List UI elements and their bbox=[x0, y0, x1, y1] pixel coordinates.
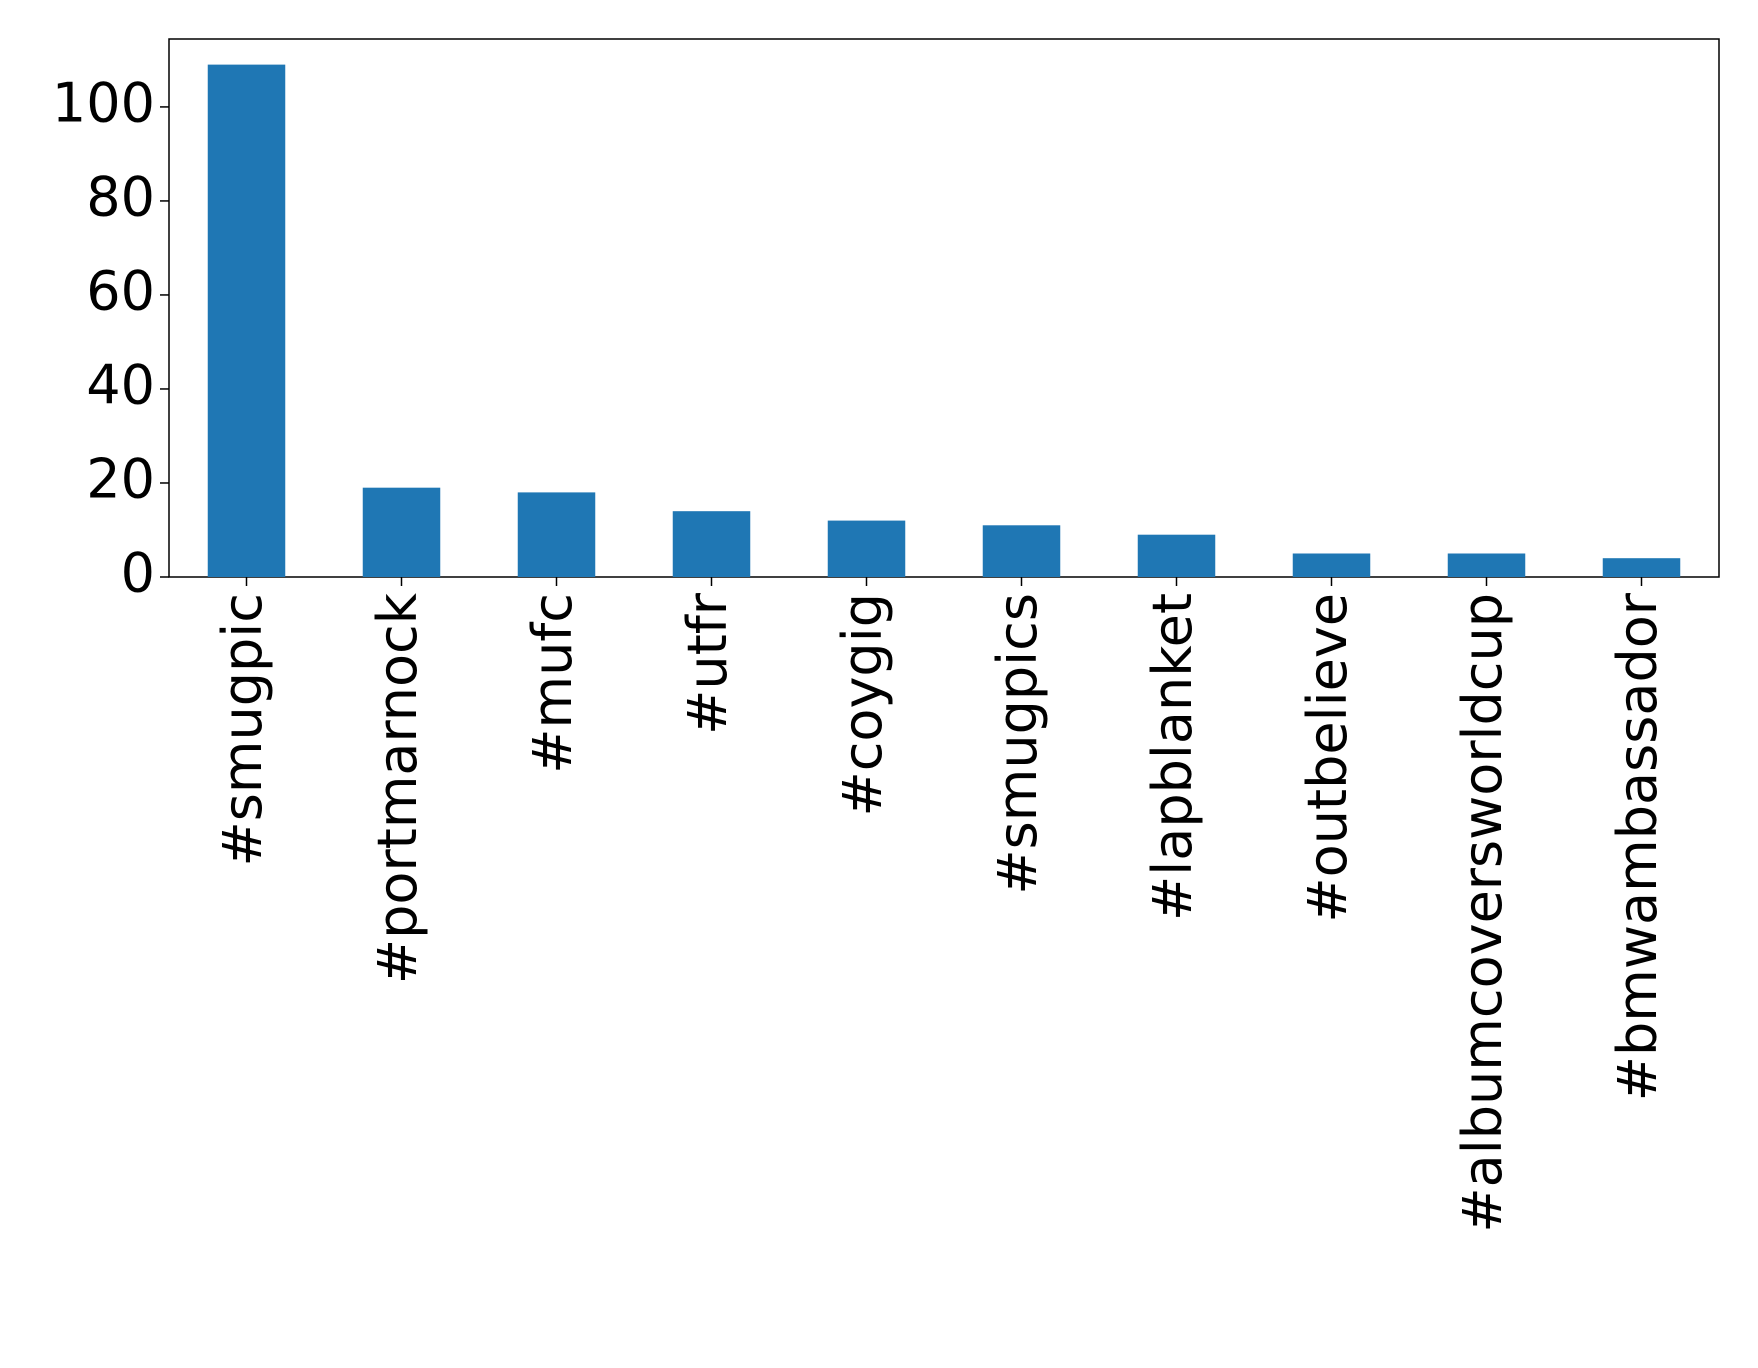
bar bbox=[517, 492, 596, 577]
x-tick-label: #mufc bbox=[521, 593, 584, 774]
x-tick-label: #bmwambassador bbox=[1606, 592, 1669, 1101]
x-tick-label: #smugpics bbox=[986, 593, 1049, 895]
y-tick-label: 20 bbox=[86, 448, 155, 511]
x-tick-label: #smugpic bbox=[211, 593, 274, 866]
x-tick-label: #utfr bbox=[676, 592, 739, 735]
bar bbox=[1447, 553, 1526, 577]
bar bbox=[672, 511, 751, 577]
bar bbox=[1137, 534, 1216, 577]
axes-frame bbox=[168, 38, 1720, 578]
bar bbox=[362, 487, 441, 577]
y-tick-label: 80 bbox=[86, 166, 155, 229]
bar bbox=[207, 64, 286, 578]
x-tick-label: #coygig bbox=[831, 593, 894, 817]
y-tick-label: 100 bbox=[52, 72, 155, 135]
x-tick-label: #lapblanket bbox=[1141, 593, 1204, 921]
y-tick-label: 60 bbox=[86, 260, 155, 323]
y-tick-label: 0 bbox=[121, 542, 155, 605]
y-tick-label: 40 bbox=[86, 354, 155, 417]
bar bbox=[1602, 558, 1681, 577]
bar bbox=[982, 525, 1061, 577]
x-tick-label: #albumcoversworldcup bbox=[1451, 593, 1514, 1233]
x-tick-label: #portmarnock bbox=[366, 592, 429, 984]
bar bbox=[1292, 553, 1371, 577]
bar bbox=[827, 520, 906, 577]
x-tick-label: #outbelieve bbox=[1296, 593, 1359, 923]
